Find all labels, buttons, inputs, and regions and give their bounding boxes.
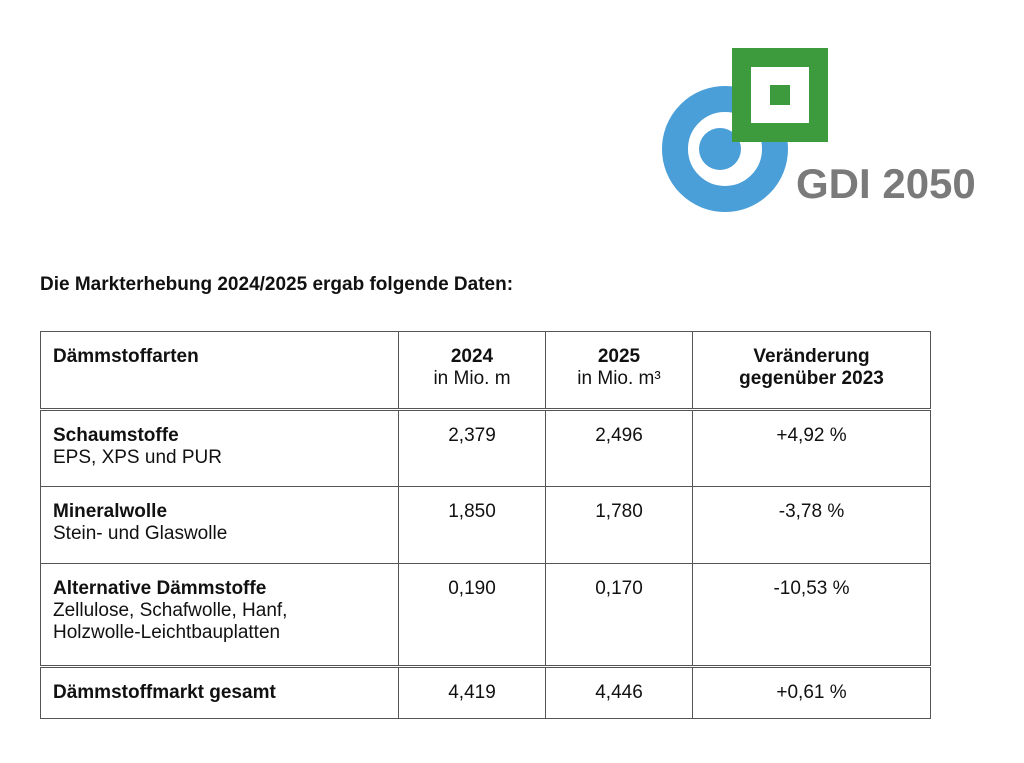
table-row: Schaumstoffe EPS, XPS und PUR 2,379 2,496… — [40, 409, 931, 487]
cell-change: -10,53 % — [692, 563, 931, 667]
table-row: Alternative Dämmstoffe Zellulose, Schafwo… — [40, 563, 931, 667]
row-desc: Stein- und Glaswolle — [53, 523, 228, 544]
header-2024: 2024 — [450, 346, 494, 367]
row-desc: Zellulose, Schafwolle, Hanf, — [53, 600, 288, 621]
cell-change: +4,92 % — [692, 409, 931, 487]
row-desc: EPS, XPS und PUR — [53, 447, 222, 468]
total-change: +0,61 % — [692, 665, 931, 719]
cell-change: -3,78 % — [692, 486, 931, 564]
market-table: Dämmstoffarten 2024 in Mio. m 2025 in Mio.… — [40, 331, 931, 719]
header-2024-unit: in Mio. m — [433, 368, 511, 389]
header-2025-unit: in Mio. m³ — [577, 368, 661, 389]
gdi-logo — [662, 48, 828, 212]
header-type: Dämmstoffarten — [53, 346, 199, 367]
table-header: Dämmstoffarten 2024 in Mio. m 2025 in Mio.… — [40, 331, 931, 411]
cell-2024: 0,190 — [398, 563, 546, 667]
total-2025: 4,446 — [545, 665, 693, 719]
header-change: Veränderung — [753, 346, 870, 367]
logo-text: GDI 2050 — [796, 160, 976, 207]
row-desc: Holzwolle-Leichtbauplatten — [53, 622, 281, 643]
cell-2024: 2,379 — [398, 409, 546, 487]
header-change-sub: gegenüber 2023 — [739, 368, 884, 389]
cell-2025: 1,780 — [545, 486, 693, 564]
intro-heading: Die Markterhebung 2024/2025 ergab folgen… — [40, 274, 514, 295]
table-row: Mineralwolle Stein- und Glaswolle 1,850 1… — [40, 486, 931, 564]
cell-2025: 0,170 — [545, 563, 693, 667]
header-2025: 2025 — [597, 346, 641, 367]
row-name: Alternative Dämmstoffe — [53, 578, 267, 599]
row-name: Schaumstoffe — [53, 425, 179, 446]
cell-2025: 2,496 — [545, 409, 693, 487]
row-name: Mineralwolle — [53, 501, 168, 522]
total-name: Dämmstoffmarkt gesamt — [40, 665, 399, 719]
table-total-row: Dämmstoffmarkt gesamt 4,419 4,446 +0,61 … — [40, 665, 931, 719]
total-2024: 4,419 — [398, 665, 546, 719]
cell-2024: 1,850 — [398, 486, 546, 564]
